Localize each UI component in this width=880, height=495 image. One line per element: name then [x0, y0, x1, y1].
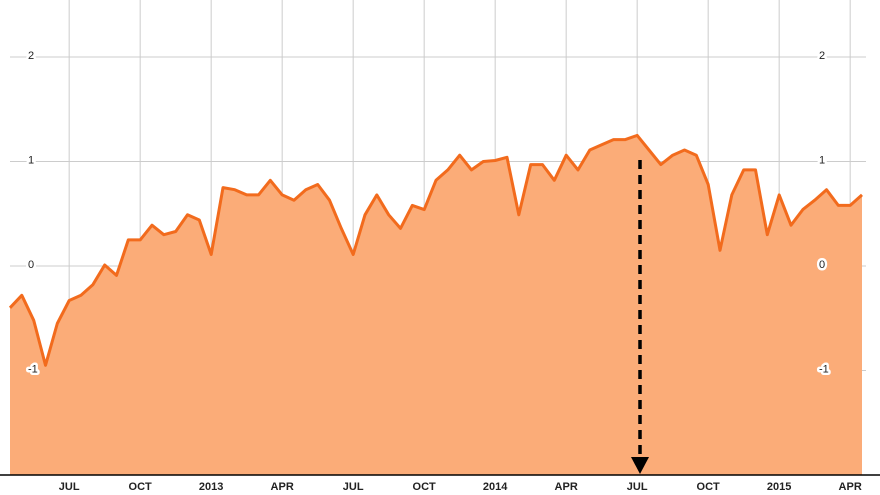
x-tick-label: OCT: [129, 481, 153, 493]
y-tick-label: 1: [819, 154, 825, 166]
y-tick-label: 2: [28, 50, 34, 62]
x-tick-label: JUL: [627, 481, 648, 493]
y-tick-label: -1: [28, 363, 38, 375]
x-tick-label: APR: [839, 481, 862, 493]
x-tick-label: OCT: [413, 481, 437, 493]
x-tick-label: JUL: [59, 481, 80, 493]
y-tick-label: 2: [819, 50, 825, 62]
y-tick-label: 1: [28, 154, 34, 166]
x-tick-label: APR: [271, 481, 294, 493]
x-tick-label: 2014: [483, 481, 508, 493]
x-tick-label: JUL: [343, 481, 364, 493]
x-tick-label: 2013: [199, 481, 223, 493]
y-tick-label: 0: [819, 259, 825, 271]
area: [10, 135, 862, 475]
y-tick-label: 0: [28, 259, 34, 271]
arrow-head: [631, 457, 649, 474]
x-tick-label: OCT: [697, 481, 721, 493]
y-tick-label: -1: [819, 363, 829, 375]
x-tick-label: 2015: [767, 481, 791, 493]
line: [8, 133, 863, 367]
x-tick-label: APR: [555, 481, 578, 493]
